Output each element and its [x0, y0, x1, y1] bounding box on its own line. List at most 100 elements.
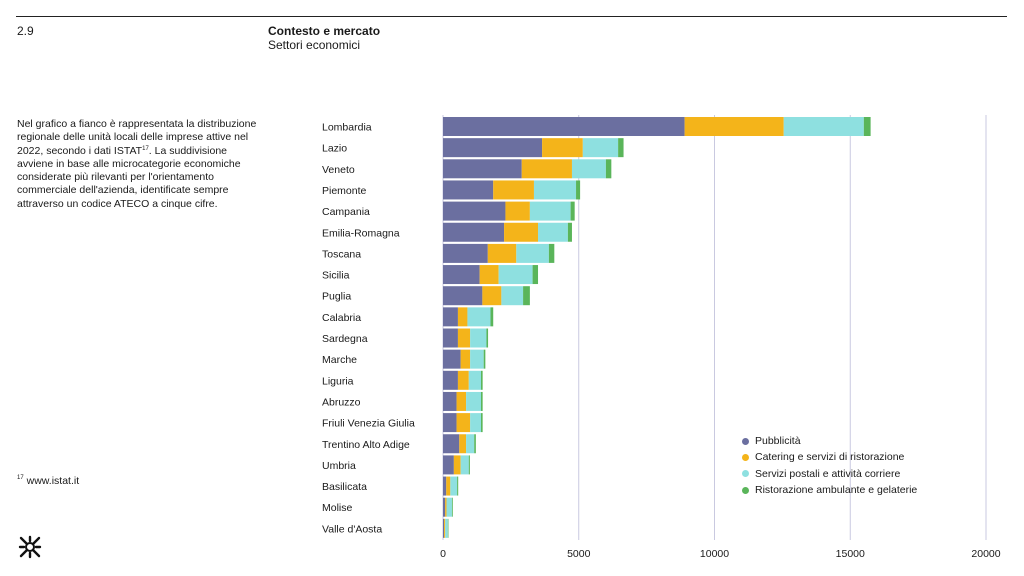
- category-label: Marche: [322, 354, 357, 366]
- bar-segment: [445, 497, 447, 517]
- bar-segment: [443, 222, 505, 242]
- bar-segment: [570, 201, 575, 221]
- legend-item-ambulante: Ristorazione ambulante e gelaterie: [742, 482, 917, 498]
- bar-segment: [532, 265, 539, 285]
- category-label: Umbria: [322, 460, 356, 472]
- legend-label: Ristorazione ambulante e gelaterie: [755, 484, 918, 497]
- category-label: Sicilia: [322, 270, 350, 282]
- bar-segment: [443, 413, 457, 433]
- bar-segment: [450, 476, 458, 496]
- category-label: Piemonte: [322, 185, 367, 197]
- description-part-1: Nel grafico a fianco è rappresentata la …: [17, 118, 257, 157]
- bar-segment: [453, 455, 461, 475]
- section-subtitle: Settori economici: [268, 38, 361, 52]
- bar-segment: [618, 138, 624, 158]
- brand-logo-icon: [18, 535, 42, 559]
- page-number: 2.9: [17, 24, 34, 38]
- bar-segment: [490, 307, 494, 327]
- bar-segment: [482, 286, 502, 306]
- bar-segment: [474, 434, 476, 454]
- category-label: Emilia-Romagna: [322, 227, 400, 239]
- footnote-reference: 17: [142, 145, 149, 152]
- x-tick-label: 0: [440, 548, 446, 560]
- bar-segment: [443, 138, 543, 158]
- section-title: Contesto e mercato: [268, 24, 381, 38]
- top-rule: [16, 16, 1007, 17]
- bar-segment: [443, 497, 446, 517]
- bar-segment: [443, 455, 454, 475]
- bar-segment: [521, 159, 572, 179]
- bar-segment: [457, 370, 469, 390]
- bar-segment: [487, 243, 517, 263]
- footnote-number: 17: [17, 475, 24, 481]
- bar-segment: [467, 307, 491, 327]
- x-tick-label: 10000: [700, 548, 729, 560]
- category-label: Toscana: [322, 248, 361, 260]
- bar-segment: [481, 391, 483, 411]
- bar-segment: [576, 180, 581, 200]
- bar-segment: [457, 476, 459, 496]
- bar-segment: [466, 434, 475, 454]
- bar-segment: [443, 370, 458, 390]
- legend-dot-icon: [742, 437, 749, 445]
- bar-segment: [444, 518, 446, 538]
- category-label: Friuli Venezia Giulia: [322, 418, 415, 430]
- bar-segment: [516, 243, 549, 263]
- bar-segment: [457, 328, 471, 348]
- chart-legend: Pubblicità Catering e servizi di ristora…: [742, 433, 917, 498]
- bar-segment: [443, 307, 458, 327]
- bar-segment: [863, 117, 871, 136]
- bar-segment: [481, 370, 483, 390]
- bar-segment: [479, 265, 499, 285]
- bar-segment: [498, 265, 533, 285]
- bar-segment: [571, 159, 606, 179]
- bar-segment: [493, 180, 534, 200]
- category-label: Campania: [322, 206, 370, 218]
- category-label: Sardegna: [322, 333, 368, 345]
- bar-segment: [456, 413, 471, 433]
- x-tick-label: 15000: [836, 548, 865, 560]
- bar-segment: [443, 476, 447, 496]
- bar-segment: [443, 265, 480, 285]
- bar-segment: [446, 497, 452, 517]
- bar-segment: [443, 180, 494, 200]
- bar-segment: [443, 328, 458, 348]
- category-label: Basilicata: [322, 481, 367, 493]
- bar-segment: [443, 391, 457, 411]
- bar-segment: [468, 370, 482, 390]
- legend-label: Servizi postali e attività corriere: [755, 467, 901, 480]
- bar-segment: [470, 349, 484, 369]
- footnote-link[interactable]: www.istat.it: [26, 475, 80, 487]
- bar-segment: [470, 328, 487, 348]
- bar-segment: [548, 243, 555, 263]
- footnote: 17 www.istat.it: [17, 475, 79, 487]
- legend-item-pubblicita: Pubblicità: [742, 433, 917, 449]
- bar-segment: [445, 518, 448, 538]
- bar-segment: [457, 307, 468, 327]
- bar-segment: [443, 349, 461, 369]
- legend-dot-icon: [742, 453, 749, 461]
- bar-segment: [481, 413, 483, 433]
- bar-segment: [567, 222, 572, 242]
- bar-segment: [447, 518, 449, 538]
- chart-category-labels: Lombardia Lazio Veneto Piemonte Campania Emil…: [322, 122, 415, 536]
- chart-bars: [443, 117, 871, 538]
- bar-segment: [504, 222, 539, 242]
- legend-item-postali: Servizi postali e attività corriere: [742, 466, 917, 482]
- bar-segment: [684, 117, 784, 136]
- bar-segment: [443, 434, 460, 454]
- bar-segment: [538, 222, 568, 242]
- description-text: Nel grafico a fianco è rappresentata la …: [17, 118, 257, 211]
- chart-x-ticks: 0 5000 10000 15000 20000: [440, 548, 1001, 560]
- category-label: Puglia: [322, 291, 351, 303]
- category-label: Veneto: [322, 164, 355, 176]
- bar-segment: [505, 201, 530, 221]
- bar-segment: [460, 455, 469, 475]
- bar-segment: [466, 391, 482, 411]
- category-label: Lazio: [322, 143, 347, 155]
- bar-segment: [468, 455, 470, 475]
- bar-segment: [443, 286, 483, 306]
- legend-label: Pubblicità: [755, 435, 801, 448]
- category-label: Calabria: [322, 312, 361, 324]
